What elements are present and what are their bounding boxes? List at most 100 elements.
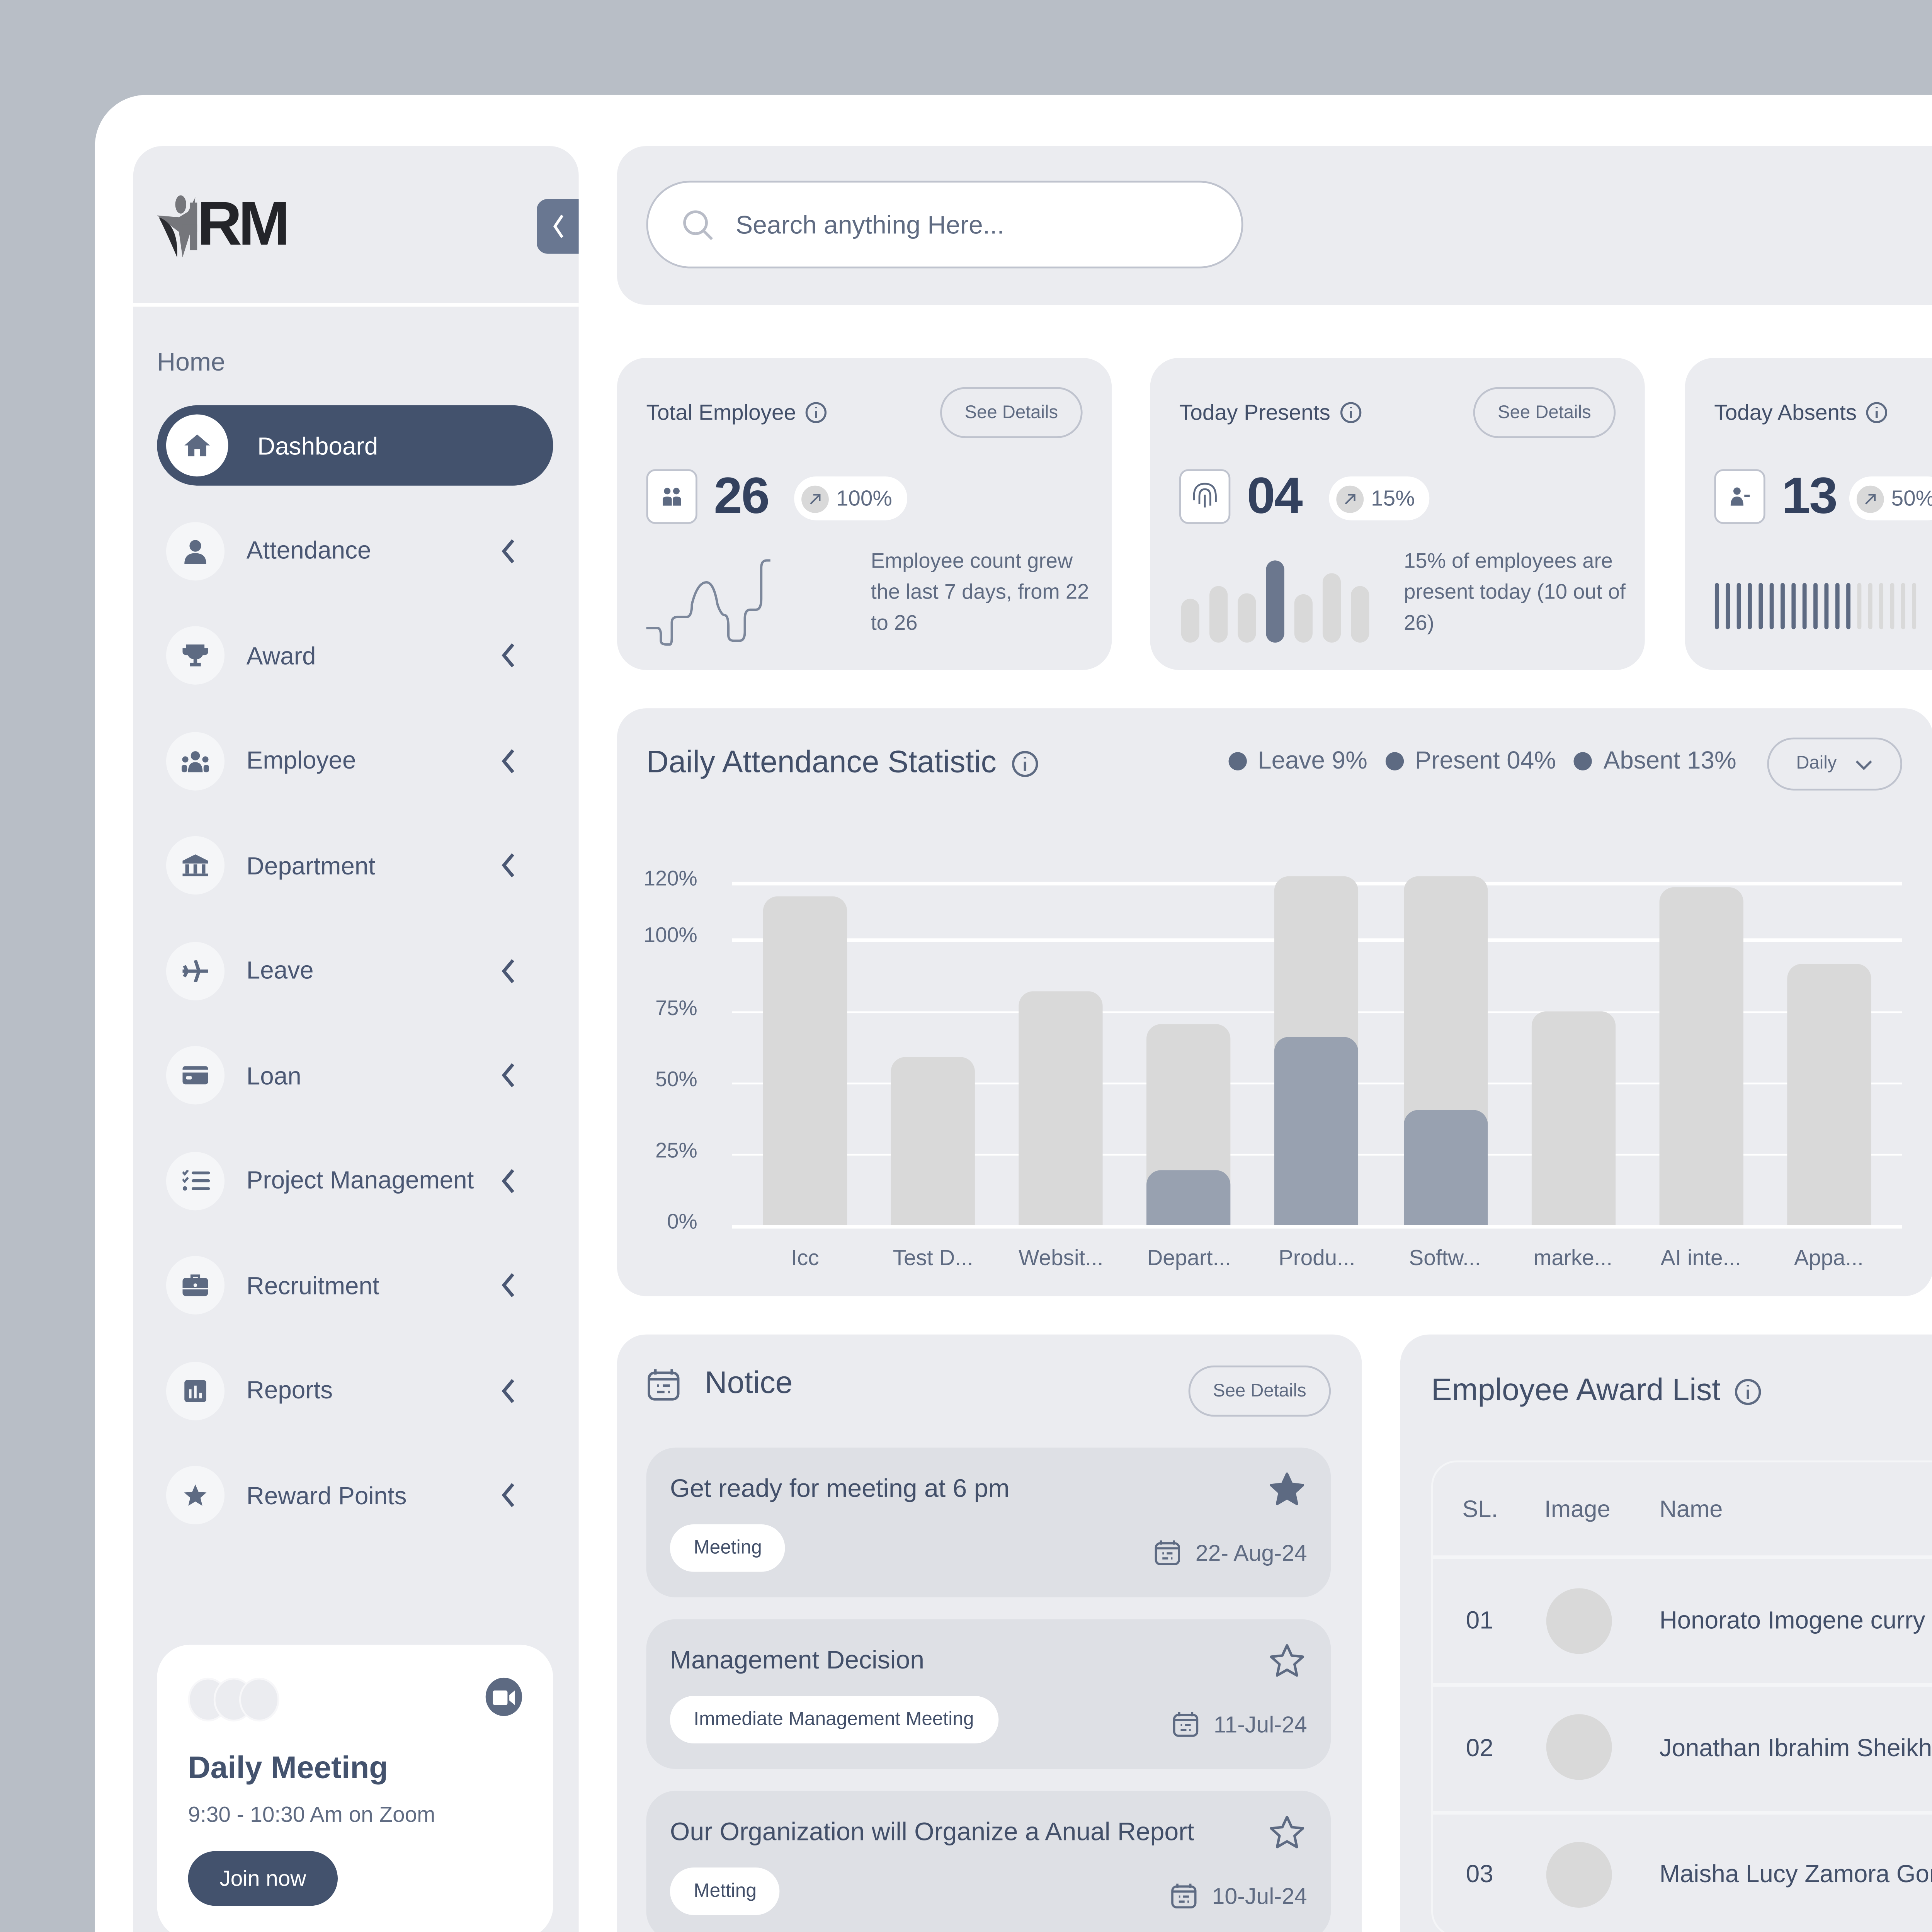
sidebar-nav: Dashboard Attendance Award Employee Depa… — [157, 405, 553, 1560]
x-axis-label: Produ... — [1278, 1245, 1355, 1271]
chevron-left-icon — [502, 1378, 514, 1402]
join-now-button[interactable]: Join now — [188, 1851, 338, 1906]
sidebar-item-label: Loan — [246, 1061, 301, 1089]
calendar-icon — [1171, 1883, 1196, 1909]
notice-item-title: Management Decision — [670, 1645, 924, 1674]
video-camera-button[interactable] — [485, 1677, 522, 1716]
info-icon — [805, 402, 827, 423]
y-axis-tick: 75% — [655, 997, 697, 1020]
bar[interactable] — [1787, 964, 1871, 1225]
chevron-left-icon — [502, 643, 514, 668]
x-axis-label: Depart... — [1147, 1245, 1231, 1271]
notice-item-title: Get ready for meeting at 6 pm — [670, 1473, 1010, 1503]
sidebar-item-attendance[interactable]: Attendance — [157, 510, 553, 590]
sidebar-item-employee[interactable]: Employee — [157, 720, 553, 801]
absent-ratio-bars — [1714, 583, 1917, 629]
legend-leave: Leave 9% — [1228, 747, 1367, 774]
see-details-button[interactable]: See Details — [1188, 1365, 1331, 1417]
trend-badge: 50% — [1849, 476, 1932, 520]
bar[interactable] — [891, 1056, 975, 1225]
legend-absent: Absent 13% — [1574, 747, 1736, 774]
meeting-participants — [188, 1677, 279, 1722]
sidebar-item-recruitment[interactable]: Recruitment — [157, 1245, 553, 1325]
sparkline-chart — [646, 559, 770, 646]
see-details-button[interactable]: See Details — [1473, 387, 1616, 438]
notice-item[interactable]: Our Organization will Organize a Anual R… — [646, 1791, 1331, 1932]
x-axis-label: Appa... — [1794, 1245, 1864, 1271]
collapse-sidebar-button[interactable] — [537, 199, 579, 254]
stat-title: Total Employee — [646, 400, 827, 425]
y-axis-tick: 50% — [655, 1069, 697, 1091]
sidebar-item-label: Department — [246, 851, 376, 879]
period-select[interactable]: Daily — [1767, 737, 1902, 791]
row-divider — [1433, 1683, 1932, 1686]
cell-sl: 03 — [1466, 1860, 1493, 1888]
legend-dot — [1386, 751, 1404, 770]
stat-title: Today Presents — [1179, 400, 1361, 425]
chevron-left-icon — [502, 538, 514, 563]
employee-award-card — [1400, 1334, 1932, 1932]
notice-item[interactable]: Get ready for meeting at 6 pm Meeting 22… — [646, 1447, 1331, 1597]
chart-legend: Leave 9% Present 04% Absent 13% — [1228, 747, 1736, 774]
user-icon — [166, 521, 225, 580]
mini-bar-chart — [1181, 560, 1369, 643]
bar[interactable] — [1019, 990, 1103, 1225]
sidebar-section-label: Home — [157, 347, 225, 376]
x-axis-label: AI inte... — [1660, 1245, 1741, 1271]
avatar — [239, 1677, 279, 1722]
y-axis-tick: 120% — [643, 869, 697, 891]
column-header-name[interactable]: Name — [1659, 1495, 1723, 1523]
bar[interactable] — [1659, 887, 1743, 1225]
see-details-button[interactable]: See Details — [940, 387, 1083, 438]
trophy-icon — [166, 626, 225, 685]
sidebar-item-project-management[interactable]: Project Management — [157, 1140, 553, 1220]
notice-date: 10-Jul-24 — [1170, 1882, 1307, 1910]
star-icon — [166, 1466, 225, 1524]
cell-name: Maisha Lucy Zamora Gon — [1659, 1860, 1932, 1888]
trend-badge: 100% — [794, 476, 907, 520]
star-filled-icon[interactable] — [1267, 1469, 1307, 1510]
bar[interactable] — [1403, 876, 1487, 1225]
briefcase-icon — [166, 1256, 225, 1315]
stat-description: Employee count grew the last 7 days, fro… — [871, 551, 1089, 636]
notice-tag: Meeting — [670, 1524, 786, 1572]
fingerprint-icon — [1179, 469, 1231, 524]
cell-name: Honorato Imogene curry — [1659, 1606, 1925, 1634]
hrm-logo[interactable]: RM — [157, 188, 321, 261]
sidebar-item-reward-points[interactable]: Reward Points — [157, 1455, 553, 1535]
stat-value: 13 — [1782, 467, 1838, 524]
sidebar-item-award[interactable]: Award — [157, 615, 553, 696]
chevron-left-icon — [502, 748, 514, 772]
column-header-image[interactable]: Image — [1544, 1495, 1611, 1523]
chevron-left-icon — [502, 1483, 514, 1507]
search-input[interactable] — [732, 208, 1178, 241]
notice-item[interactable]: Management Decision Immediate Management… — [646, 1619, 1331, 1769]
sidebar-item-label: Award — [246, 641, 316, 669]
sidebar-item-dashboard[interactable]: Dashboard — [157, 405, 553, 486]
total-employee-card: Total Employee See Details 26 100% Emplo… — [617, 358, 1112, 670]
video-camera-icon — [493, 1689, 515, 1704]
bar[interactable] — [1147, 1024, 1231, 1225]
sidebar-item-reports[interactable]: Reports — [157, 1350, 553, 1430]
column-header-sl[interactable]: SL. — [1462, 1495, 1498, 1523]
star-outline-icon[interactable] — [1267, 1641, 1307, 1681]
y-axis-tick: 100% — [643, 926, 697, 948]
sidebar-item-leave[interactable]: Leave — [157, 930, 553, 1010]
users-icon — [646, 469, 697, 524]
sidebar-item-loan[interactable]: Loan — [157, 1035, 553, 1116]
bar[interactable] — [763, 896, 847, 1225]
cell-sl: 01 — [1466, 1606, 1493, 1634]
today-presents-card: Today Presents See Details 04 15% 15% of… — [1150, 358, 1645, 670]
bar[interactable] — [1531, 1010, 1615, 1225]
info-icon — [1866, 402, 1888, 423]
star-outline-icon[interactable] — [1267, 1813, 1307, 1853]
plane-icon — [166, 941, 225, 1000]
sidebar-divider — [133, 303, 579, 307]
chevron-down-icon — [1856, 759, 1872, 769]
sidebar-item-department[interactable]: Department — [157, 825, 553, 905]
bar[interactable] — [1275, 876, 1359, 1225]
global-search[interactable] — [646, 180, 1243, 269]
bar-chart-icon — [166, 1361, 225, 1420]
meeting-title: Daily Meeting — [188, 1750, 388, 1786]
